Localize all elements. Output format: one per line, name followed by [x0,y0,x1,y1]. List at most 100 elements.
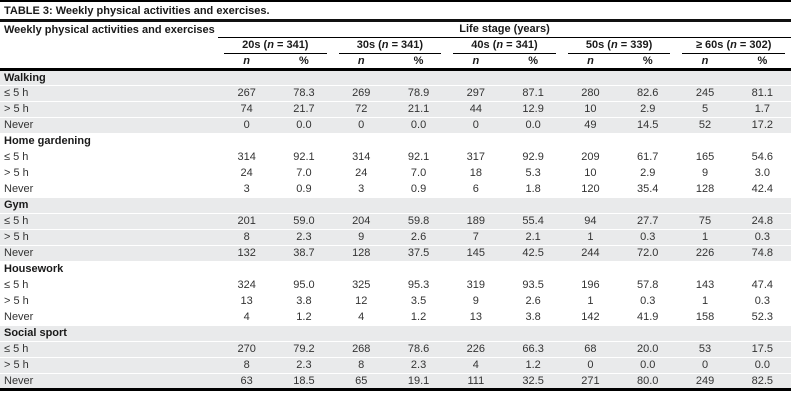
cell-n-value: 1 [561,229,620,246]
row-label: > 5 h [0,101,218,118]
cell-pct-value: 19.1 [389,373,448,390]
cell-pct-value: 79.2 [275,341,333,358]
cell-n-value: 120 [561,181,620,198]
cell-n-value: 9 [676,165,734,182]
table-row: ≤ 5 h 267 78.3 269 78.9 297 87.1 280 82.6 245 81.1 [0,85,791,102]
cell-n-value: 10 [561,165,620,182]
cell-n-value: 68 [561,341,620,358]
cell-n-value: 1 [561,293,620,310]
cell-pct-value: 0.3 [619,293,677,310]
cell-pct-value: 66.3 [504,341,562,358]
subcolumn-header-pct: % [619,54,677,71]
table-row: > 5 h 13 3.8 12 3.5 9 2.6 1 0.3 1 0.3 [0,293,791,310]
section-header-row: Housework [0,261,791,278]
cell-pct-value: 92.1 [389,149,448,166]
section-title: Housework [0,261,791,278]
column-group-header-3: 50s (n = 339) [562,37,677,54]
header-row-top: Weekly physical activities and exercises… [0,22,791,71]
cell-pct-value: 95.0 [275,277,333,294]
column-group-label: 40s (n = 341) [453,39,556,54]
subcolumn-header-n: n [218,54,276,71]
cell-pct-value: 41.9 [619,309,677,326]
cell-pct-value: 7.0 [275,165,333,182]
subcolumn-header-pct: % [733,54,791,71]
cell-pct-value: 57.8 [619,277,677,294]
cell-n-value: 1 [676,293,734,310]
cell-n-value: 132 [218,245,276,262]
cell-n-value: 63 [218,373,276,390]
row-label: Never [0,117,218,134]
cell-pct-value: 3.5 [389,293,448,310]
cell-n-value: 75 [676,213,734,230]
column-group-header-2: 40s (n = 341) [447,37,562,54]
cell-n-value: 319 [447,277,505,294]
cell-n-value: 4 [332,309,390,326]
table-row: > 5 h 24 7.0 24 7.0 18 5.3 10 2.9 9 3.0 [0,165,791,182]
column-header-activities: Weekly physical activities and exercises [0,22,218,71]
column-group-header-1: 30s (n = 341) [333,37,448,54]
cell-pct-value: 2.1 [504,229,562,246]
cell-pct-value: 12.9 [504,101,562,118]
cell-n-value: 24 [218,165,276,182]
table-row: Never 132 38.7 128 37.5 145 42.5 244 72.0 226 74.8 [0,245,791,262]
cell-n-value: 128 [676,181,734,198]
table-row: Never 63 18.5 65 19.1 111 32.5 271 80.0 249 82.5 [0,373,791,390]
cell-n-value: 5 [676,101,734,118]
cell-n-value: 189 [447,213,505,230]
row-label: Never [0,181,218,198]
cell-pct-value: 0.3 [733,229,791,246]
cell-n-value: 8 [218,229,276,246]
cell-n-value: 44 [447,101,505,118]
cell-n-value: 204 [332,213,390,230]
cell-n-value: 0 [676,357,734,374]
table-caption: TABLE 3: Weekly physical activities and … [0,0,791,22]
cell-pct-value: 21.1 [389,101,448,118]
cell-pct-value: 0.0 [733,357,791,374]
cell-pct-value: 95.3 [389,277,448,294]
cell-n-value: 8 [218,357,276,374]
cell-pct-value: 1.2 [504,357,562,374]
cell-pct-value: 92.9 [504,149,562,166]
subcolumn-header-n: n [561,54,620,71]
cell-pct-value: 59.8 [389,213,448,230]
cell-n-value: 280 [561,85,620,102]
cell-pct-value: 7.0 [389,165,448,182]
cell-pct-value: 0.0 [619,357,677,374]
section-title: Social sport [0,325,791,342]
cell-pct-value: 47.4 [733,277,791,294]
cell-pct-value: 54.6 [733,149,791,166]
column-group-header-0: 20s (n = 341) [218,37,333,54]
cell-n-value: 111 [447,373,505,390]
subcolumn-header-n: n [447,54,505,71]
cell-pct-value: 80.0 [619,373,677,390]
table-row: ≤ 5 h 270 79.2 268 78.6 226 66.3 68 20.0 53 17.5 [0,341,791,358]
row-label: Never [0,309,218,326]
cell-n-value: 9 [332,229,390,246]
cell-pct-value: 55.4 [504,213,562,230]
cell-n-value: 314 [332,149,390,166]
section-header-row: Walking [0,69,791,86]
column-group-label: ≥ 60s (n = 302) [682,39,785,54]
cell-pct-value: 0.0 [275,117,333,134]
cell-pct-value: 2.6 [504,293,562,310]
table-row: > 5 h 8 2.3 8 2.3 4 1.2 0 0.0 0 0.0 [0,357,791,374]
cell-pct-value: 17.2 [733,117,791,134]
cell-pct-value: 0.9 [275,181,333,198]
cell-pct-value: 2.9 [619,101,677,118]
cell-pct-value: 17.5 [733,341,791,358]
cell-n-value: 65 [332,373,390,390]
cell-n-value: 267 [218,85,276,102]
cell-n-value: 4 [447,357,505,374]
cell-pct-value: 18.5 [275,373,333,390]
cell-n-value: 4 [218,309,276,326]
cell-n-value: 158 [676,309,734,326]
cell-n-value: 12 [332,293,390,310]
cell-n-value: 3 [218,181,276,198]
subcolumn-header-n: n [332,54,390,71]
cell-n-value: 0 [561,357,620,374]
cell-pct-value: 38.7 [275,245,333,262]
cell-pct-value: 61.7 [619,149,677,166]
row-label: ≤ 5 h [0,85,218,102]
cell-n-value: 317 [447,149,505,166]
cell-n-value: 9 [447,293,505,310]
